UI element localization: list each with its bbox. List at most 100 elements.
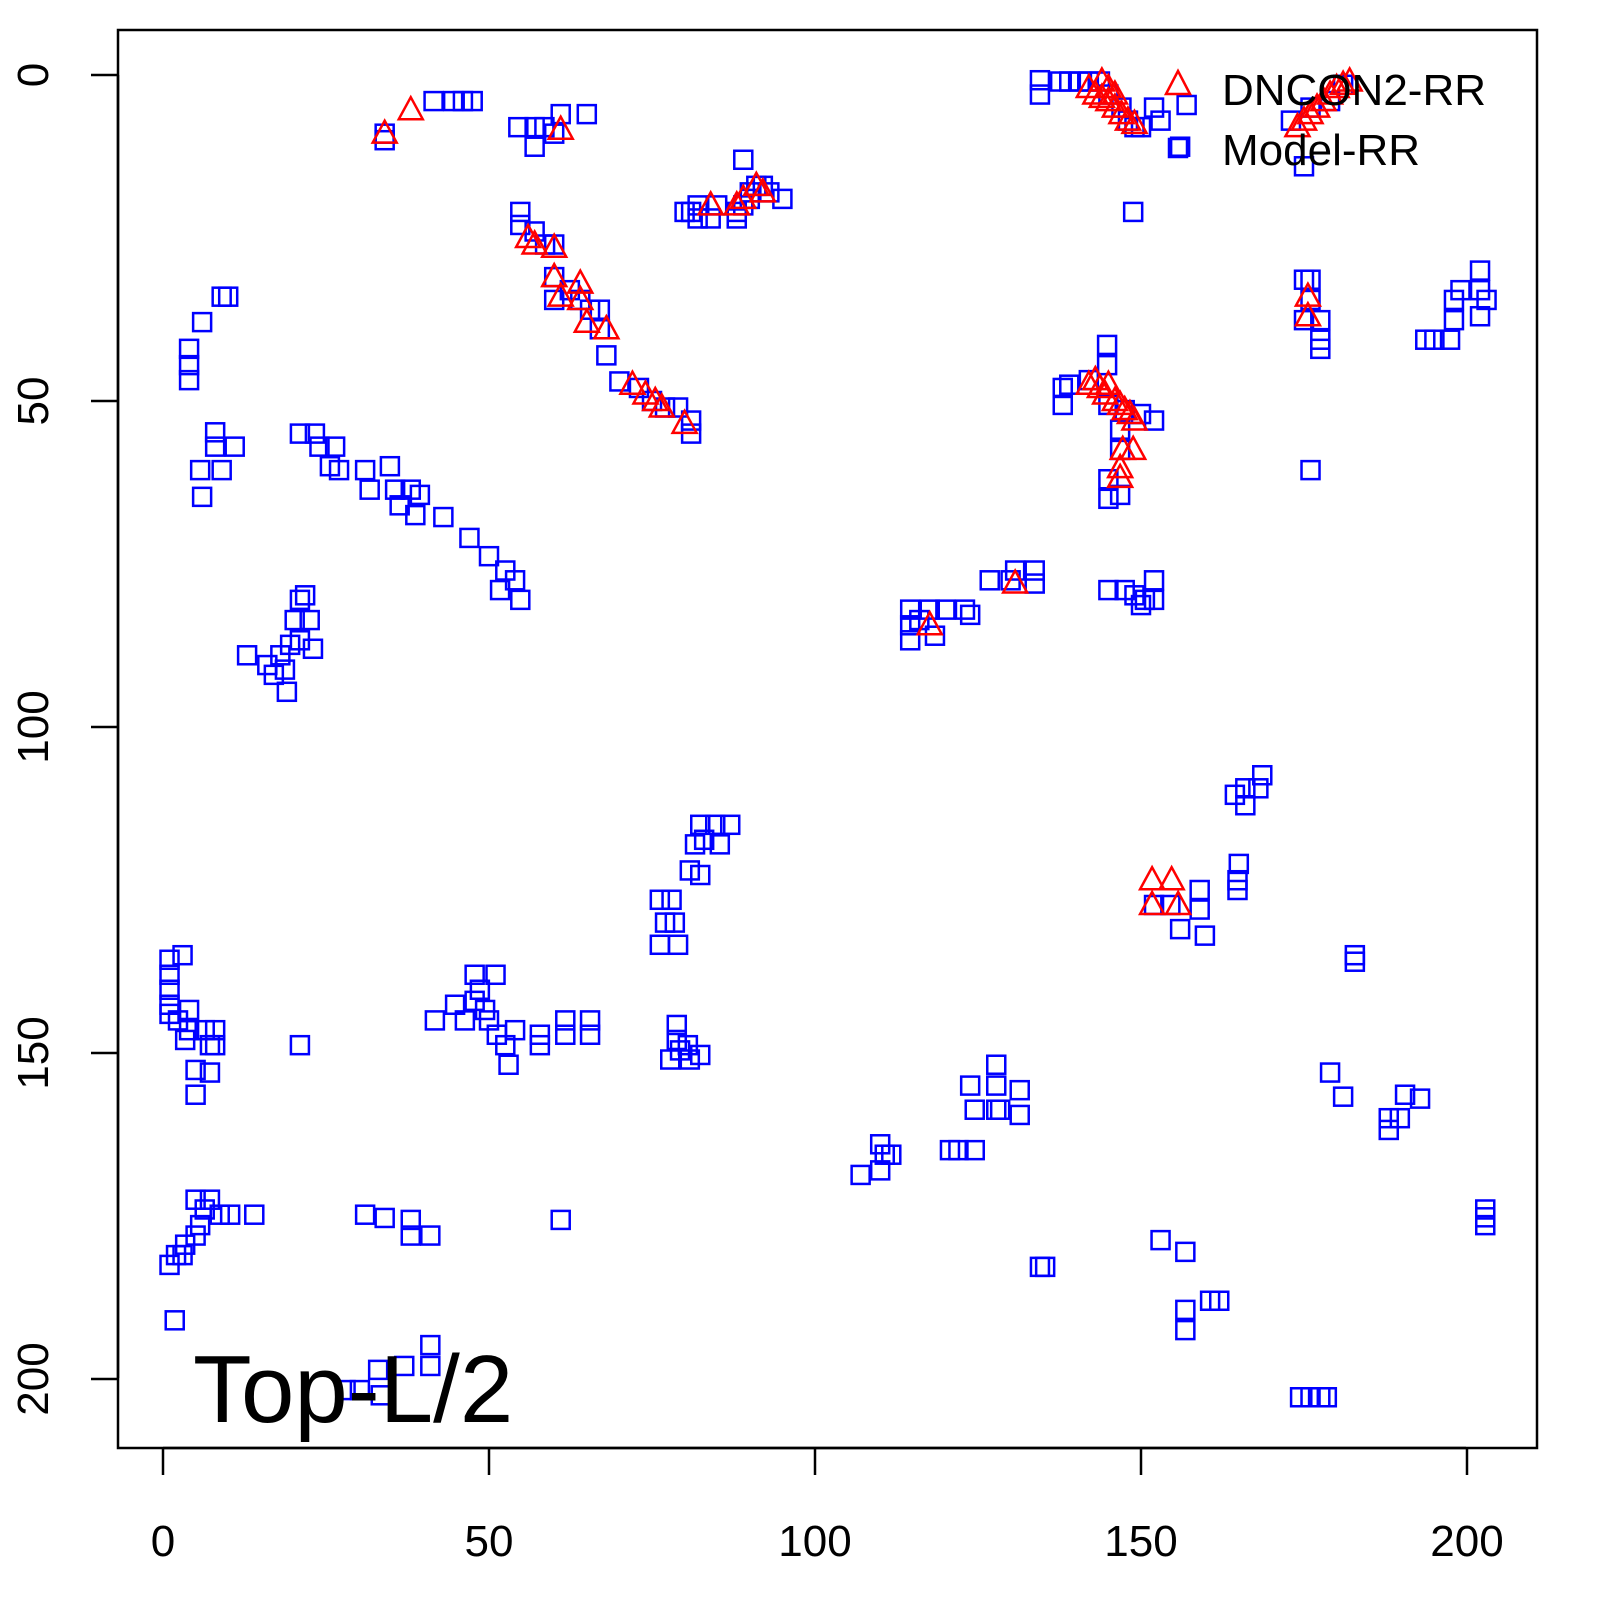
model-rr-point: [189, 1214, 211, 1236]
model-rr-point: [211, 286, 232, 307]
model-rr-point: [1004, 560, 1026, 581]
model-rr-point: [1143, 589, 1165, 611]
model-rr-point: [869, 1160, 891, 1181]
model-rr-point: [1169, 918, 1191, 940]
model-rr-point: [1052, 394, 1074, 416]
model-rr-point: [1450, 279, 1471, 301]
dncon2-rr-point: [1100, 385, 1130, 412]
model-rr-point: [478, 545, 500, 567]
dncon2-rr-point: [396, 94, 425, 121]
model-rr-point: [1378, 1107, 1400, 1129]
dncon2-rr-point: [546, 114, 575, 141]
model-rr-point: [649, 889, 671, 911]
model-rr-point: [1194, 925, 1216, 946]
dncon2-rr-point: [1081, 78, 1110, 105]
model-rr-point: [384, 479, 406, 500]
model-rr-point: [1476, 289, 1497, 311]
model-rr-point: [649, 934, 671, 956]
dncon2-rr-point: [722, 189, 751, 216]
dncon2-rr-point: [1137, 864, 1167, 891]
model-rr-point: [199, 1062, 221, 1083]
x-tick-label: 200: [1430, 1517, 1503, 1566]
model-rr-point: [349, 1379, 371, 1401]
model-rr-point: [289, 630, 311, 651]
model-rr-point: [1009, 1079, 1030, 1101]
model-rr-point: [1130, 116, 1152, 138]
model-rr-point: [850, 1164, 871, 1186]
panel-label: Top-L/2: [193, 1336, 513, 1443]
dncon2-rr-point: [540, 232, 569, 259]
model-rr-point: [576, 103, 598, 125]
model-rr-point: [367, 1359, 389, 1381]
model-rr-point: [964, 1139, 985, 1161]
model-rr-point: [1150, 1229, 1171, 1251]
model-rr-point: [935, 599, 956, 620]
model-rr-point: [1024, 560, 1045, 581]
y-tick-label: 0: [9, 63, 58, 87]
model-rr-point: [1469, 260, 1491, 281]
dncon2-rr-point: [641, 385, 670, 412]
model-rr-point: [689, 864, 711, 886]
model-rr-point: [1394, 1084, 1416, 1105]
x-tick-label: 50: [465, 1517, 514, 1566]
model-rr-point: [687, 208, 708, 229]
model-rr-point: [1332, 1086, 1354, 1107]
model-rr-point: [423, 90, 444, 112]
model-rr-point: [164, 1310, 185, 1331]
dncon2-rr-point: [1164, 889, 1193, 916]
model-rr-point: [924, 625, 946, 646]
model-rr-point: [400, 1209, 422, 1231]
model-rr-point: [1029, 69, 1051, 91]
dncon2-rr-point: [1283, 111, 1312, 138]
model-rr-point: [919, 599, 941, 620]
model-rr-point: [217, 286, 239, 307]
dncon2-rr-point: [1293, 300, 1323, 327]
model-rr-point: [550, 103, 571, 125]
model-rr-point: [986, 1054, 1007, 1075]
model-rr-point: [469, 979, 491, 1001]
model-rr-point: [1235, 794, 1256, 816]
model-rr-point: [211, 459, 232, 481]
model-rr-point: [1378, 1119, 1400, 1141]
dncon2-rr-point: [1001, 567, 1030, 594]
model-rr-point: [1175, 1241, 1196, 1263]
model-rr-point: [543, 123, 565, 144]
model-rr-point: [374, 1207, 395, 1229]
model-rr-point: [669, 1040, 691, 1061]
model-rr-point: [309, 436, 330, 457]
model-rr-point: [1176, 94, 1197, 116]
data-points: [159, 65, 1497, 1408]
model-rr-point: [1029, 1256, 1051, 1278]
model-rr-point: [159, 979, 180, 1001]
model-rr-point: [354, 459, 376, 481]
dncon2-rr-point: [1119, 434, 1148, 461]
legend: DNCON2-RR Model-RR: [1163, 66, 1486, 175]
dncon2-rr-point: [670, 408, 699, 435]
model-rr-point: [178, 369, 200, 391]
model-rr-point: [1122, 201, 1144, 223]
model-rr-point: [1143, 97, 1165, 118]
model-rr-point: [899, 630, 921, 651]
model-rr-point: [263, 664, 285, 686]
model-rr-point: [1224, 784, 1246, 806]
dncon2-rr-point: [566, 284, 595, 311]
model-rr-point: [1344, 944, 1366, 966]
model-rr-point: [485, 964, 506, 986]
model-rr-point: [174, 1029, 196, 1051]
dncon2-rr-point: [1302, 91, 1332, 118]
model-rr-point: [454, 1010, 476, 1031]
model-rr-point: [1424, 329, 1445, 350]
model-rr-point: [276, 681, 298, 703]
model-rr-point: [1175, 1299, 1196, 1321]
model-rr-point: [167, 1010, 189, 1031]
plot-frame: [116, 28, 1539, 1450]
model-rr-point: [679, 860, 701, 881]
legend-label-dncon2: DNCON2-RR: [1222, 66, 1486, 115]
model-rr-point: [726, 208, 748, 229]
dncon2-rr-point: [1106, 462, 1135, 489]
model-rr-point: [661, 889, 682, 911]
dncon2-rr-point: [370, 118, 399, 144]
model-rr-point: [498, 1054, 519, 1075]
model-rr-point: [1175, 1319, 1196, 1341]
